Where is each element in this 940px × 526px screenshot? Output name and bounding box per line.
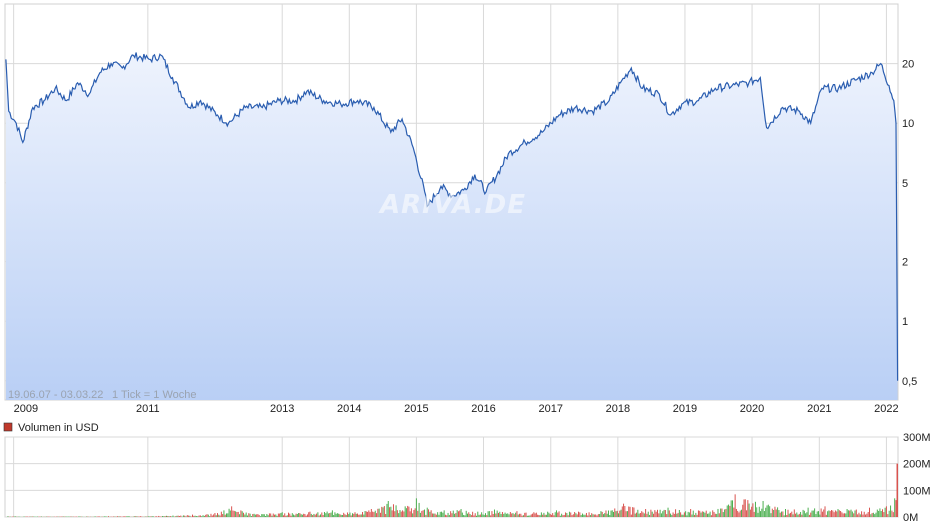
price-x-tick-label: 2022 <box>874 403 898 415</box>
price-x-tick-label: 2009 <box>14 403 38 415</box>
price-x-tick-label: 2020 <box>740 403 764 415</box>
volume-y-ticks: 300M 200M 100M 0M <box>903 432 931 524</box>
price-x-tick-label: 2021 <box>807 403 831 415</box>
volume-y-tick-label: 300M <box>903 432 931 444</box>
price-x-tick-label: 2015 <box>404 403 428 415</box>
volume-y-tick-label: 100M <box>903 485 931 497</box>
price-area <box>5 52 898 400</box>
range-info: 19.06.07 - 03.03.22 <box>8 389 103 401</box>
price-y-tick-label: 20 <box>902 59 914 71</box>
price-y-tick-label: 2 <box>902 257 908 269</box>
volume-legend-label: Volumen in USD <box>18 422 99 434</box>
price-y-tick-label: 1 <box>902 316 908 328</box>
price-x-tick-label: 2013 <box>270 403 294 415</box>
price-y-tick-label: 10 <box>902 118 914 130</box>
volume-panel: 300M 200M 100M 0M <box>4 432 931 524</box>
tick-info: 1 Tick = 1 Woche <box>112 389 196 401</box>
price-panel: ARIVA.DE 19.06.07 - 03.03.22 1 Tick = 1 … <box>4 3 917 415</box>
price-y-tick-label: 0,5 <box>902 376 917 388</box>
volume-y-tick-label: 200M <box>903 459 931 471</box>
volume-bars <box>7 463 899 517</box>
volume-y-tick-label: 0M <box>903 512 918 524</box>
price-x-tick-label: 2011 <box>136 403 160 415</box>
volume-legend-swatch <box>3 422 13 432</box>
price-x-tick-label: 2018 <box>606 403 630 415</box>
price-x-tick-label: 2016 <box>471 403 495 415</box>
price-line <box>5 52 899 381</box>
price-x-tick-label: 2017 <box>539 403 563 415</box>
volume-plot-area <box>4 436 899 518</box>
volume-legend: Volumen in USD <box>3 422 99 434</box>
watermark: ARIVA.DE <box>378 190 526 220</box>
price-x-tick-label: 2019 <box>673 403 697 415</box>
price-x-ticks: 2009 2011 2013 2014 2015 2016 2017 2018 2019 2020… <box>14 403 899 415</box>
price-y-tick-label: 5 <box>902 178 908 190</box>
price-y-ticks: 20 10 5 2 1 0,5 <box>902 59 917 388</box>
price-x-tick-label: 2014 <box>337 403 361 415</box>
